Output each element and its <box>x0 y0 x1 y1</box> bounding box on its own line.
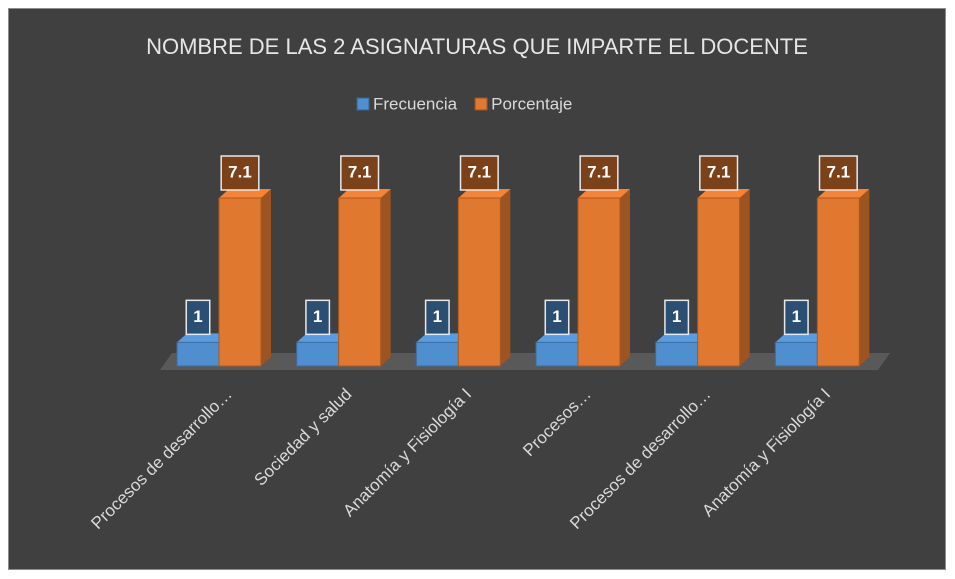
data-label: 1 <box>185 299 211 336</box>
data-label-box <box>340 155 380 191</box>
data-label: 7.1 <box>340 155 380 191</box>
bar-side <box>500 189 511 366</box>
data-label: 7.1 <box>699 155 739 191</box>
bar <box>577 197 621 367</box>
data-label-box <box>699 155 739 191</box>
data-label-box <box>579 155 619 191</box>
data-label-text: 1 <box>672 307 681 326</box>
bar <box>774 341 818 367</box>
data-label: 1 <box>424 299 450 336</box>
data-label-text: 1 <box>792 307 801 326</box>
data-label-text: 7.1 <box>587 162 611 181</box>
legend-label: Porcentaje <box>491 94 572 113</box>
bar-side <box>380 189 391 366</box>
data-label: 1 <box>783 299 809 336</box>
data-label: 7.1 <box>220 155 260 191</box>
bar-top <box>458 189 511 198</box>
bar <box>296 341 340 367</box>
data-label-text: 7.1 <box>707 162 731 181</box>
data-label: 1 <box>664 299 690 336</box>
data-label-box <box>305 299 331 336</box>
bar-side <box>859 189 870 366</box>
data-label: 7.1 <box>579 155 619 191</box>
data-label: 1 <box>544 299 570 336</box>
bar-top <box>817 189 870 198</box>
data-label-text: 7.1 <box>468 162 492 181</box>
chart-title: NOMBRE DE LAS 2 ASIGNATURAS QUE IMPARTE … <box>146 34 808 59</box>
bar-top <box>775 333 828 343</box>
data-label-text: 1 <box>313 307 322 326</box>
data-label: 1 <box>305 299 331 336</box>
data-label-box <box>664 299 690 336</box>
bar <box>338 197 382 367</box>
bar <box>697 197 741 367</box>
bar-side <box>620 189 630 366</box>
data-label-text: 1 <box>193 307 202 326</box>
data-label-text: 1 <box>433 307 442 326</box>
data-label-box <box>818 155 858 191</box>
bar-top <box>536 333 588 343</box>
bar-side <box>739 189 750 366</box>
data-label-text: 7.1 <box>348 162 372 181</box>
bar <box>535 341 579 367</box>
bar-top <box>697 189 750 198</box>
bar-top <box>655 333 708 343</box>
bar <box>415 341 459 367</box>
data-label-box <box>459 155 499 191</box>
data-label: 7.1 <box>459 155 499 191</box>
data-label: 7.1 <box>818 155 858 191</box>
data-label-text: 1 <box>552 307 561 326</box>
data-label-box <box>220 155 260 191</box>
data-label-text: 7.1 <box>827 162 851 181</box>
bar-top <box>177 333 229 343</box>
bar-side <box>261 189 271 366</box>
bar <box>655 341 699 367</box>
bar-top <box>296 333 349 343</box>
data-label-box <box>544 299 570 336</box>
legend-label: Frecuencia <box>373 94 458 113</box>
data-label-box <box>783 299 809 336</box>
bar <box>176 341 220 367</box>
bar-top <box>578 189 630 198</box>
bar <box>816 197 860 367</box>
bar-top <box>416 333 469 343</box>
data-label-box <box>424 299 450 336</box>
data-label-box <box>185 299 211 336</box>
bar <box>218 197 262 367</box>
data-label-text: 7.1 <box>228 162 252 181</box>
bar-top <box>219 189 271 198</box>
bar <box>457 197 501 367</box>
legend-swatch <box>474 97 488 111</box>
bar-top <box>338 189 391 198</box>
legend-swatch <box>356 97 370 111</box>
